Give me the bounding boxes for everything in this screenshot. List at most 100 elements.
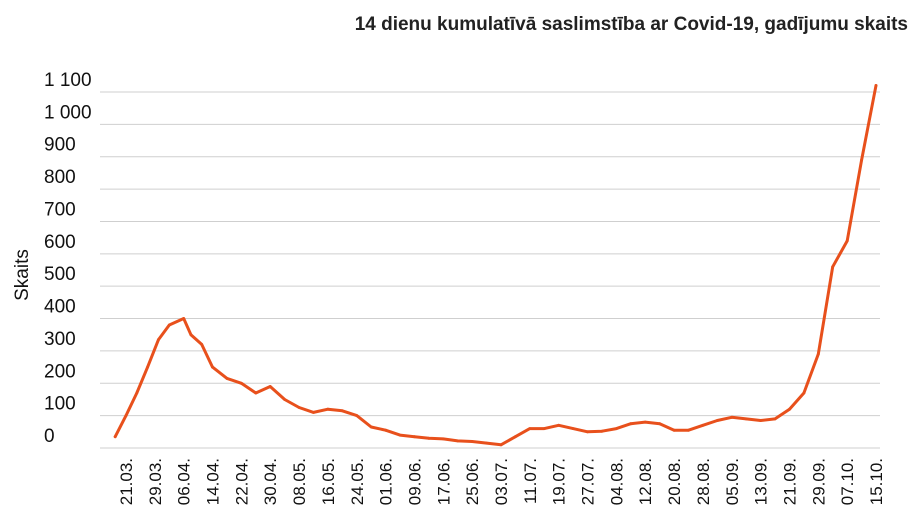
data-point bbox=[427, 436, 431, 440]
data-point bbox=[384, 428, 387, 432]
data-point bbox=[340, 409, 344, 413]
y-tick-label: 100 bbox=[44, 394, 76, 415]
y-tick-label: 300 bbox=[44, 329, 76, 350]
x-tick-label: 06.04. bbox=[175, 458, 194, 505]
x-tick-label: 25.06. bbox=[463, 458, 482, 505]
data-point bbox=[629, 422, 633, 426]
data-point bbox=[182, 317, 186, 320]
data-point bbox=[456, 439, 460, 443]
x-axis-ticks: 21.03. 29.03. 06.04. 14.04. 22.04. 30.04. 08.0… bbox=[117, 458, 886, 505]
x-tick-label: 07.10. bbox=[838, 458, 857, 505]
data-point bbox=[499, 443, 503, 447]
data-point bbox=[600, 429, 604, 433]
x-tick-label: 01.06. bbox=[377, 458, 396, 505]
data-point bbox=[874, 84, 878, 87]
data-point bbox=[326, 407, 330, 411]
data-point bbox=[470, 440, 474, 443]
data-point bbox=[701, 423, 705, 427]
data-point bbox=[845, 239, 849, 243]
data-point bbox=[355, 414, 359, 417]
data-point bbox=[189, 333, 193, 337]
x-tick-label: 04.08. bbox=[607, 458, 626, 505]
y-tick-label: 1 000 bbox=[44, 102, 92, 123]
data-point bbox=[715, 419, 719, 422]
x-tick-label: 24.05. bbox=[348, 458, 367, 505]
data-point bbox=[687, 428, 690, 432]
data-point bbox=[586, 430, 589, 434]
data-point bbox=[167, 323, 171, 327]
data-point bbox=[268, 385, 272, 388]
x-tick-label: 21.03. bbox=[117, 458, 136, 505]
data-point bbox=[744, 417, 748, 421]
data-point bbox=[157, 338, 160, 341]
y-axis-label: Skaits bbox=[12, 249, 33, 301]
x-tick-label: 05.09. bbox=[723, 458, 742, 505]
x-tick-label: 19.07. bbox=[550, 458, 569, 505]
data-point bbox=[730, 415, 734, 419]
x-tick-label: 09.06. bbox=[405, 458, 424, 505]
x-tick-label: 12.08. bbox=[636, 458, 655, 505]
x-tick-label: 28.08. bbox=[694, 458, 713, 505]
y-tick-label: 900 bbox=[44, 135, 76, 156]
x-tick-label: 13.09. bbox=[752, 458, 771, 505]
data-point bbox=[672, 428, 676, 432]
data-point bbox=[135, 391, 139, 395]
data-point bbox=[528, 427, 532, 430]
x-tick-label: 20.08. bbox=[665, 458, 684, 505]
data-point bbox=[571, 427, 575, 430]
series-layer bbox=[113, 84, 878, 447]
data-point bbox=[816, 352, 820, 356]
x-tick-label: 15.10. bbox=[867, 458, 886, 505]
y-axis-ticks: 0 100 200 300 400 500 600 700 800 900 1 000 1 100 bbox=[44, 70, 92, 447]
x-tick-label: 30.04. bbox=[261, 458, 280, 505]
data-point bbox=[643, 420, 647, 424]
x-tick-label: 22.04. bbox=[232, 458, 251, 505]
data-point bbox=[254, 391, 258, 395]
gridlines bbox=[100, 91, 880, 449]
data-point bbox=[514, 435, 517, 439]
data-point bbox=[557, 423, 561, 427]
y-tick-label: 600 bbox=[44, 232, 76, 253]
data-point bbox=[312, 411, 315, 414]
data-point bbox=[283, 398, 287, 401]
data-point bbox=[413, 435, 416, 439]
data-point bbox=[788, 407, 791, 411]
series-line bbox=[113, 84, 878, 447]
data-point bbox=[225, 377, 229, 380]
data-point bbox=[398, 433, 402, 437]
y-tick-label: 800 bbox=[44, 167, 76, 188]
y-tick-label: 500 bbox=[44, 264, 76, 285]
data-point bbox=[369, 425, 373, 429]
x-tick-label: 27.07. bbox=[579, 458, 598, 505]
data-point bbox=[124, 414, 128, 417]
data-point bbox=[240, 381, 243, 385]
data-point bbox=[542, 427, 546, 430]
chart-title: 14 dienu kumulatīvā saslimstība ar Covid… bbox=[355, 14, 908, 35]
x-tick-label: 17.06. bbox=[434, 458, 453, 505]
data-point bbox=[658, 422, 662, 426]
x-tick-label: 03.07. bbox=[492, 458, 511, 505]
x-tick-label: 08.05. bbox=[290, 458, 309, 505]
data-point bbox=[146, 365, 150, 369]
y-tick-label: 200 bbox=[44, 361, 76, 382]
data-point bbox=[211, 365, 214, 369]
data-point bbox=[615, 427, 618, 430]
data-point bbox=[759, 419, 762, 422]
y-tick-label: 0 bbox=[44, 426, 55, 447]
x-tick-label: 21.09. bbox=[780, 458, 799, 505]
x-tick-label: 14.04. bbox=[204, 458, 223, 505]
y-tick-label: 1 100 bbox=[44, 70, 92, 91]
x-tick-label: 29.09. bbox=[809, 458, 828, 505]
data-point bbox=[773, 417, 777, 421]
x-tick-label: 16.05. bbox=[319, 458, 338, 505]
data-point bbox=[802, 391, 806, 395]
x-tick-label: 29.03. bbox=[146, 458, 165, 505]
data-point bbox=[485, 441, 488, 445]
y-tick-label: 700 bbox=[44, 199, 76, 220]
data-point bbox=[831, 265, 835, 269]
data-point bbox=[200, 343, 204, 346]
data-point bbox=[441, 437, 445, 441]
data-point bbox=[297, 406, 301, 409]
data-point bbox=[113, 435, 117, 439]
